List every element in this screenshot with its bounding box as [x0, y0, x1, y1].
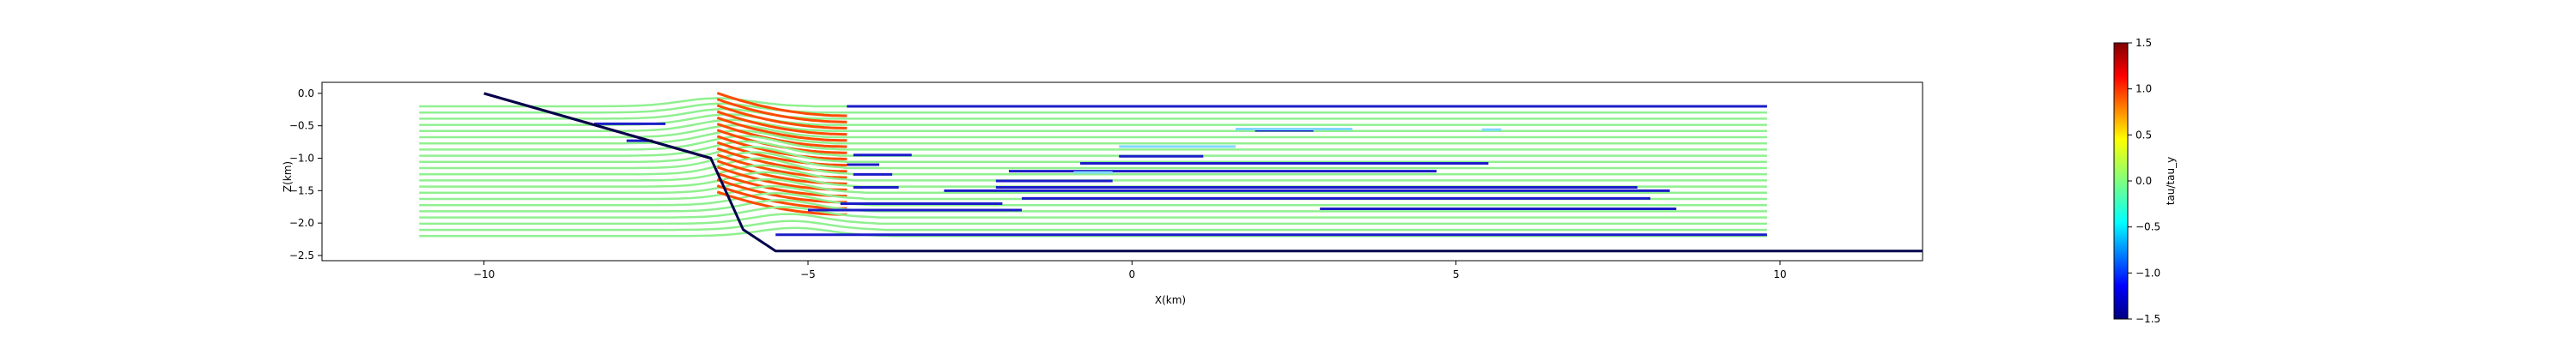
high-stress-streamline: [716, 123, 848, 148]
y-axis: 0.0 −0.5 −1.0 −1.5 −2.0 −2.5 Z(km): [282, 87, 322, 262]
y-tick-label: −2.5: [289, 250, 314, 262]
streamline: [419, 146, 1767, 164]
colorbar: 1.5 1.0 0.5 0.0 −0.5 −1.0 −1.5 tau/tau_y: [2113, 37, 2177, 325]
streamline: [419, 206, 1767, 219]
x-axis-label: X(km): [1155, 294, 1186, 306]
plot-area: [321, 81, 1923, 262]
series-layer: [483, 92, 1923, 253]
high-stress-streamline: [716, 92, 848, 117]
colorbar-tick-label: −0.5: [2136, 221, 2160, 233]
high-stress-streamline: [716, 184, 848, 210]
colorbar-tick-label: −1.5: [2136, 313, 2160, 325]
colorbar-tick-label: 1.0: [2136, 83, 2152, 95]
colorbar-label: tau/tau_y: [2165, 157, 2177, 205]
streamline: [419, 213, 1767, 226]
y-tick-label: −1.5: [289, 184, 314, 196]
colorbar-tick-label: 0.0: [2136, 175, 2152, 187]
high-stress-streamline: [716, 141, 848, 167]
colorbar-tick-label: 1.5: [2136, 37, 2152, 49]
streamline: [419, 118, 1767, 133]
high-stress-streamline: [716, 98, 848, 123]
boundary-line: [483, 92, 1923, 253]
x-tick-label: −5: [800, 268, 816, 280]
high-stress-streamline: [716, 135, 848, 160]
high-stress-streamline: [716, 110, 848, 136]
x-tick-label: 5: [1453, 268, 1460, 280]
streamline: [419, 157, 1767, 176]
streamline: [419, 192, 1767, 207]
high-stress-streamline: [716, 190, 848, 216]
streamline: [419, 226, 1767, 238]
streamline: [419, 140, 1767, 157]
streamline: [419, 123, 1767, 139]
colorbar-tick-label: 0.5: [2136, 129, 2152, 141]
y-tick-label: 0.0: [298, 87, 314, 99]
streamline: [419, 135, 1767, 151]
colorbar-gradient: [2113, 42, 2129, 320]
y-axis-label: Z(km): [282, 161, 294, 192]
y-tick-label: −2.0: [289, 217, 314, 229]
streamline: [419, 151, 1767, 170]
streamline: [419, 107, 1767, 120]
high-stress-streamline: [716, 116, 848, 142]
x-tick-label: 0: [1128, 268, 1135, 280]
streamline: [419, 220, 1767, 232]
y-tick-label: −1.0: [289, 152, 314, 164]
x-tick-label: 10: [1773, 268, 1786, 280]
high-stress-streamline: [716, 104, 848, 129]
streamline: [419, 178, 1767, 195]
colorbar-tick-label: −1.0: [2136, 267, 2160, 279]
y-tick-label: −0.5: [289, 120, 314, 132]
streamline: [419, 102, 1767, 114]
streamline: [419, 129, 1767, 145]
streamline: [419, 199, 1767, 213]
x-tick-label: −10: [473, 268, 495, 280]
x-axis: −10 −5 0 5 10 X(km): [473, 261, 1787, 306]
